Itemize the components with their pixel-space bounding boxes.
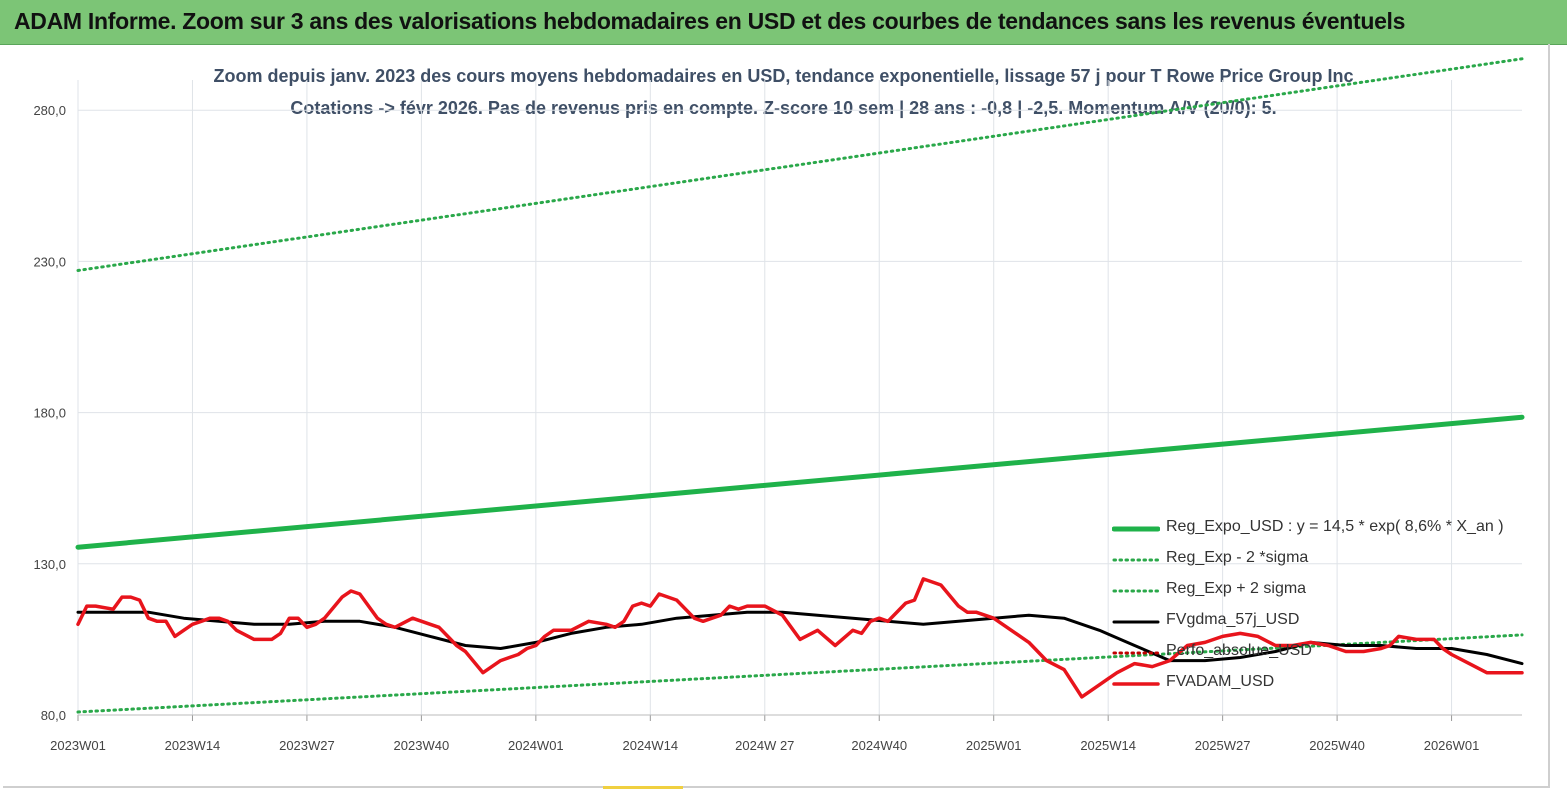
series-line-1 — [76, 633, 1524, 714]
legend-item: Perfo_absolue_USD — [1112, 638, 1552, 669]
y-tick-label: 130,0 — [33, 557, 66, 572]
legend-swatch — [1112, 682, 1160, 686]
chart-subtitle: Cotations -> févr 2026. Pas de revenus p… — [290, 98, 1277, 118]
legend-swatch — [1112, 526, 1160, 532]
legend-label: Reg_Exp + 2 sigma — [1166, 580, 1307, 597]
x-tick-label: 2025W40 — [1309, 738, 1365, 753]
legend-item: Reg_Exp - 2 *sigma — [1112, 545, 1552, 576]
legend-label: Reg_Expo_USD : y = 14,5 * exp( 8,6% * X_… — [1166, 518, 1504, 535]
x-tick-label: 2023W40 — [394, 738, 450, 753]
legend-label: Reg_Exp - 2 *sigma — [1166, 549, 1309, 566]
x-tick-label: 2024W 27 — [735, 738, 794, 753]
legend-swatch — [1112, 651, 1160, 655]
series-group — [75, 57, 1525, 714]
x-tick-label: 2024W14 — [622, 738, 678, 753]
report-title: ADAM Informe. Zoom sur 3 ans des valoris… — [14, 8, 1406, 34]
x-tick-label: 2025W14 — [1080, 738, 1136, 753]
x-tick-label: 2023W01 — [50, 738, 106, 753]
y-tick-label: 230,0 — [33, 254, 66, 269]
x-tick-label: 2023W27 — [279, 738, 335, 753]
legend-item: FVADAM_USD — [1112, 669, 1552, 700]
chart-title: Zoom depuis janv. 2023 des cours moyens … — [213, 66, 1354, 86]
series-line-2 — [76, 57, 1524, 272]
legend-swatch — [1112, 589, 1160, 593]
series-line-5 — [76, 577, 1524, 699]
sheet-tab-marker — [603, 786, 683, 789]
grid-lines — [77, 80, 1522, 721]
legend-label: FVgdma_57j_USD — [1166, 611, 1300, 628]
x-tick-label: 2024W01 — [508, 738, 564, 753]
x-tick-label: 2026W01 — [1424, 738, 1480, 753]
legend-item: FVgdma_57j_USD — [1112, 607, 1552, 638]
x-tick-label: 2025W01 — [966, 738, 1022, 753]
chart-frame — [3, 44, 1550, 788]
x-tick-label: 2023W14 — [165, 738, 221, 753]
x-axis-ticks: 2023W01 2023W14 2023W27 2023W40 2024W01 2024W… — [50, 738, 1479, 753]
x-tick-label: 2024W40 — [851, 738, 907, 753]
report-banner: ADAM Informe. Zoom sur 3 ans des valoris… — [0, 0, 1567, 45]
x-tick-label: 2025W27 — [1195, 738, 1251, 753]
y-tick-label: 80,0 — [41, 708, 66, 723]
series-line-0 — [75, 414, 1525, 550]
y-tick-label: 180,0 — [33, 406, 66, 421]
legend: Reg_Expo_USD : y = 14,5 * exp( 8,6% * X_… — [1112, 514, 1552, 700]
legend-item: Reg_Exp + 2 sigma — [1112, 576, 1552, 607]
legend-label: Perfo_absolue_USD — [1166, 642, 1312, 659]
y-axis-ticks: 80,0 130,0 180,0 230,0 280,0 — [33, 103, 66, 723]
y-tick-label: 280,0 — [33, 103, 66, 118]
legend-swatch — [1112, 558, 1160, 562]
legend-swatch — [1112, 620, 1160, 624]
legend-item: Reg_Expo_USD : y = 14,5 * exp( 8,6% * X_… — [1112, 514, 1552, 545]
legend-label: FVADAM_USD — [1166, 673, 1275, 690]
